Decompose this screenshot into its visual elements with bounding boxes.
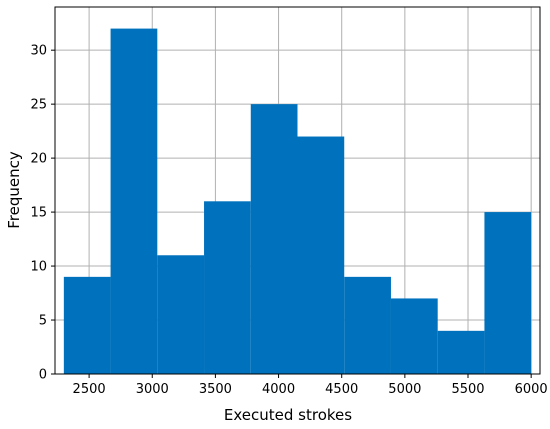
x-tick-label: 4000 <box>262 382 295 397</box>
histogram-bar <box>390 298 438 374</box>
x-tick-label: 5500 <box>451 382 484 397</box>
histogram-bar <box>157 255 205 374</box>
y-tick-label: 10 <box>30 260 47 275</box>
histogram-bar <box>484 212 532 374</box>
bars <box>63 28 532 375</box>
y-axis-label: Frequency <box>5 151 23 229</box>
histogram-bar <box>344 276 391 374</box>
histogram-bar <box>204 201 251 374</box>
histogram-bar <box>297 136 345 374</box>
x-axis-ticks: 2500 3000 3500 4000 4500 5000 5500 6000 <box>73 374 548 397</box>
y-tick-label: 20 <box>30 152 47 167</box>
histogram-bar <box>437 330 485 374</box>
x-tick-label: 3500 <box>199 382 232 397</box>
x-tick-label: 3000 <box>136 382 169 397</box>
histogram-bar <box>110 28 158 375</box>
x-tick-label: 4500 <box>325 382 358 397</box>
y-axis-ticks: 0 5 10 15 20 25 30 <box>30 44 55 383</box>
x-tick-label: 6000 <box>515 382 548 397</box>
x-tick-label: 2500 <box>73 382 106 397</box>
y-tick-label: 25 <box>30 98 47 113</box>
histogram-bar <box>250 104 298 374</box>
histogram-bar <box>63 276 111 374</box>
y-tick-label: 15 <box>30 206 47 221</box>
y-tick-label: 0 <box>39 368 47 383</box>
x-tick-label: 5000 <box>388 382 421 397</box>
x-axis-label: Executed strokes <box>224 406 352 424</box>
y-tick-label: 5 <box>39 314 47 329</box>
plot-frame <box>54 6 541 375</box>
y-tick-label: 30 <box>30 44 47 59</box>
